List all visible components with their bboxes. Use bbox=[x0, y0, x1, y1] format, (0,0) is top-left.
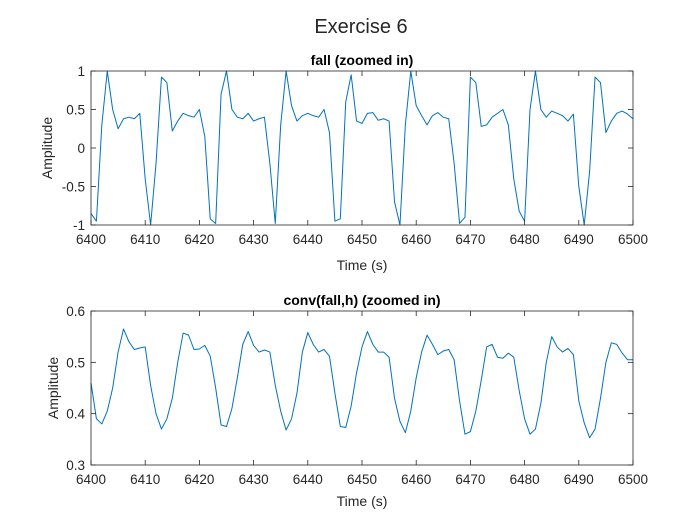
y-tick-label: 0.3 bbox=[66, 458, 85, 473]
y-tick-label: -0.5 bbox=[62, 180, 85, 195]
x-tick-label: 6410 bbox=[130, 472, 160, 487]
x-tick-label: 6430 bbox=[239, 472, 269, 487]
axes-fall: fall (zoomed in) Time (s) Amplitude 6400… bbox=[39, 52, 648, 273]
x-tick-label: 6500 bbox=[618, 472, 648, 487]
x-tick-label: 6450 bbox=[347, 232, 377, 247]
x-axis-label-conv: Time (s) bbox=[337, 493, 388, 509]
x-tick-label: 6450 bbox=[347, 472, 377, 487]
x-tick-label: 6490 bbox=[564, 472, 594, 487]
x-tick-label: 6480 bbox=[510, 472, 540, 487]
x-tick-label: 6470 bbox=[455, 232, 485, 247]
x-axis-label-fall: Time (s) bbox=[337, 257, 388, 273]
y-tick-label: 0.4 bbox=[66, 407, 85, 422]
series-line bbox=[90, 70, 634, 226]
x-tick-label: 6490 bbox=[564, 232, 594, 247]
x-tick-label: 6460 bbox=[401, 232, 431, 247]
x-tick-label: 6400 bbox=[76, 472, 106, 487]
x-tick-label: 6410 bbox=[130, 232, 160, 247]
x-tick-label: 6420 bbox=[184, 232, 214, 247]
x-tick-label: 6500 bbox=[618, 232, 648, 247]
x-tick-label: 6400 bbox=[76, 232, 106, 247]
plot-area bbox=[91, 311, 633, 465]
y-axis-label-fall: Amplitude bbox=[39, 117, 55, 179]
figure-title: Exercise 6 bbox=[314, 16, 407, 38]
y-tick-label: 1 bbox=[77, 64, 85, 79]
axes-conv: conv(fall,h) (zoomed in) Time (s) Amplit… bbox=[45, 292, 648, 509]
y-tick-label: -1 bbox=[73, 218, 85, 233]
axes-title-conv: conv(fall,h) (zoomed in) bbox=[283, 292, 440, 308]
y-tick-label: 0.5 bbox=[66, 103, 85, 118]
x-tick-label: 6430 bbox=[239, 232, 269, 247]
y-axis-label-conv: Amplitude bbox=[45, 357, 61, 419]
y-tick-label: 0.6 bbox=[66, 304, 85, 319]
axes-title-fall: fall (zoomed in) bbox=[311, 52, 414, 68]
x-tick-label: 6480 bbox=[510, 232, 540, 247]
x-tick-label: 6440 bbox=[293, 472, 323, 487]
y-tick-label: 0 bbox=[77, 141, 85, 156]
series-line bbox=[90, 328, 633, 439]
x-tick-label: 6470 bbox=[455, 472, 485, 487]
plot-area bbox=[91, 71, 633, 225]
x-tick-label: 6460 bbox=[401, 472, 431, 487]
x-tick-label: 6420 bbox=[184, 472, 214, 487]
y-tick-label: 0.5 bbox=[66, 355, 85, 370]
x-tick-label: 6440 bbox=[293, 232, 323, 247]
